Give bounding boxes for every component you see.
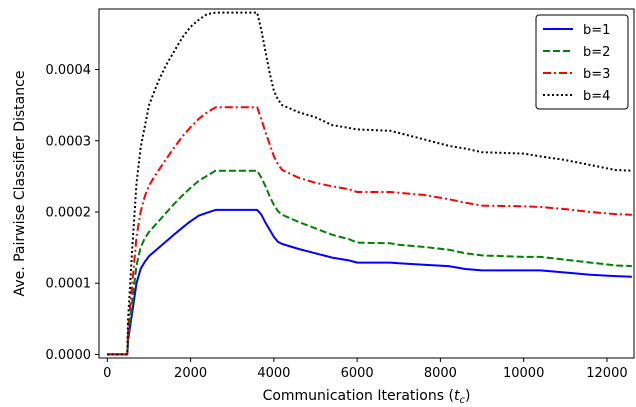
- y-tick-label: 0.0003: [46, 134, 92, 149]
- y-axis-ticks: 0.0000 0.0001 0.0002 0.0003 0.0004: [46, 63, 99, 363]
- series-line-3: [107, 106, 632, 356]
- legend-label: b=3: [583, 67, 610, 82]
- y-tick-label: 0.0000: [46, 348, 92, 363]
- y-axis-label: Ave. Pairwise Classifier Distance: [12, 71, 28, 297]
- x-axis-label-end: ): [465, 388, 470, 404]
- x-tick-label: 2000: [174, 366, 207, 381]
- legend-label: b=2: [583, 45, 610, 60]
- series-line-1: [107, 208, 632, 356]
- legend-label: b=1: [583, 23, 610, 38]
- x-axis-label: Communication Iterations (tc): [263, 388, 471, 406]
- x-tick-label: 10000: [503, 366, 544, 381]
- plot-frame: [98, 8, 635, 359]
- x-tick-label: 0: [103, 366, 111, 381]
- x-axis-label-symbol: t: [454, 388, 460, 404]
- y-tick-label: 0.0004: [46, 63, 92, 78]
- x-tick-label: 6000: [341, 366, 374, 381]
- y-tick-label: 0.0001: [46, 277, 92, 292]
- x-tick-label: 8000: [424, 366, 457, 381]
- x-axis-label-text: Communication Iterations (: [263, 388, 454, 404]
- legend-box: [535, 14, 629, 110]
- series-line-4: [107, 11, 632, 356]
- series-layer: [107, 11, 632, 356]
- y-tick-label: 0.0002: [46, 205, 92, 220]
- series-line-2: [107, 169, 632, 356]
- x-axis-ticks: 0 2000 4000 6000 8000 10000 12000: [103, 358, 628, 381]
- x-tick-label: 4000: [257, 366, 290, 381]
- x-axis-label-subscript: c: [459, 395, 465, 406]
- legend-label: b=4: [583, 89, 610, 104]
- x-tick-label: 12000: [586, 366, 627, 381]
- legend: b=1 b=2 b=3 b=4: [535, 14, 629, 110]
